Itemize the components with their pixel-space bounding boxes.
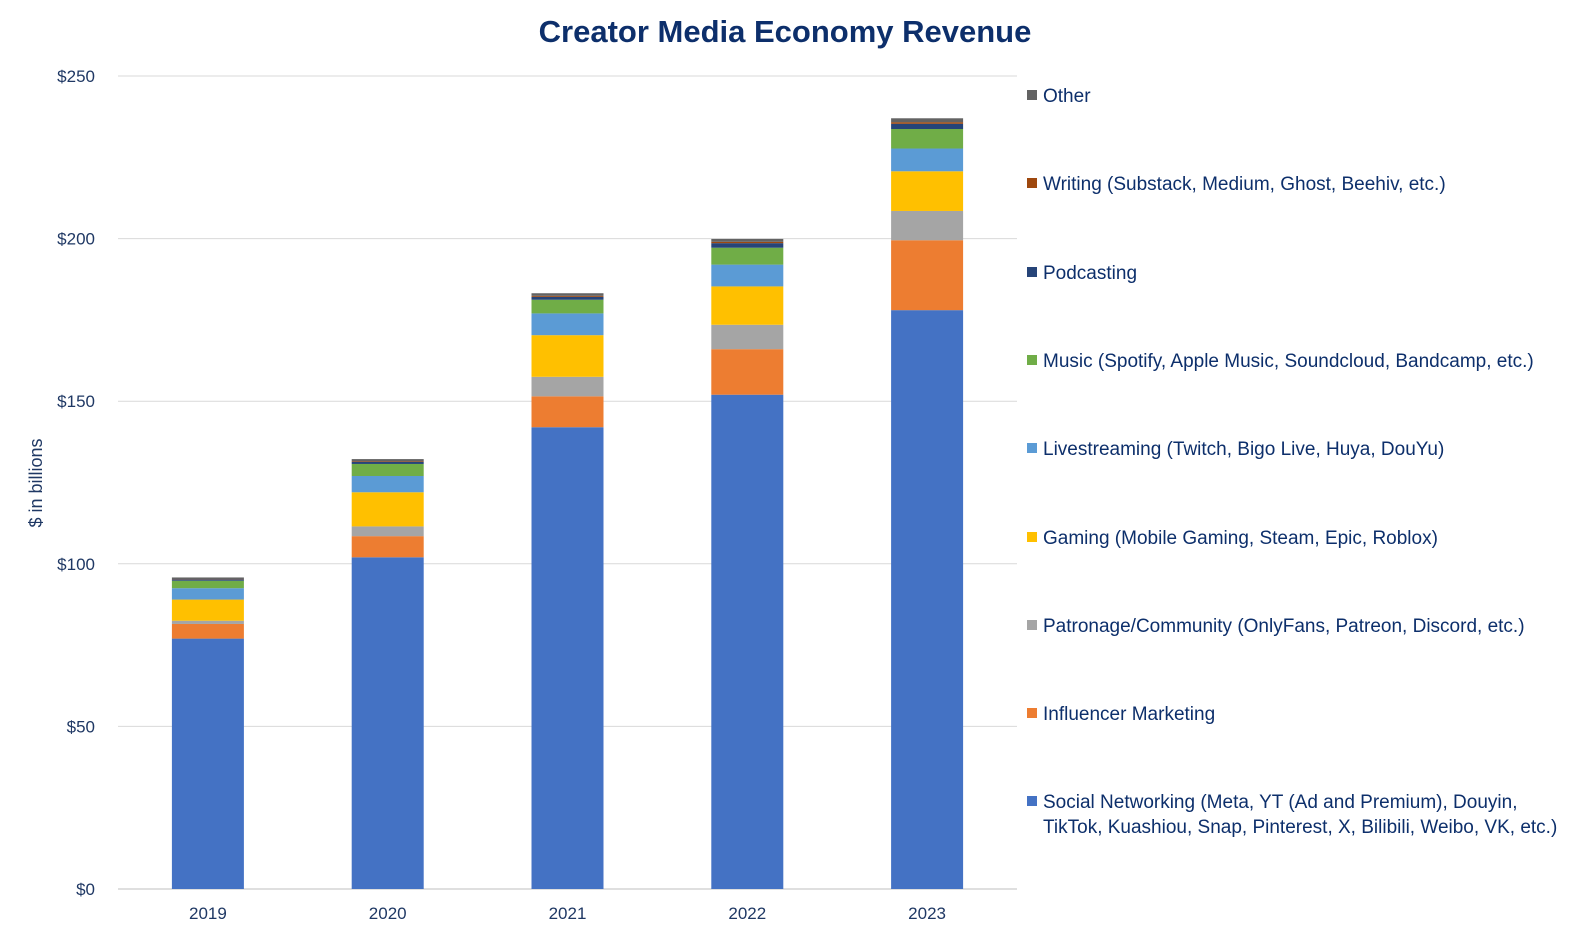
bar-segment <box>531 376 604 397</box>
legend-item: Social Networking (Meta, YT (Ad and Prem… <box>1027 790 1567 840</box>
bar-segment <box>711 394 784 889</box>
bar-segment <box>891 123 964 130</box>
y-tick-label: $200 <box>57 230 95 249</box>
legend-swatch <box>1027 266 1037 277</box>
bar-segment <box>531 396 604 428</box>
bar-segment <box>351 461 424 464</box>
legend-swatch <box>1027 90 1037 100</box>
bar-segment <box>171 638 244 889</box>
bar-segment <box>891 210 964 241</box>
bar-segment <box>531 313 604 336</box>
legend-label: Music (Spotify, Apple Music, Soundcloud,… <box>1043 350 1534 372</box>
legend-item: Gaming (Mobile Gaming, Steam, Epic, Robl… <box>1027 526 1567 551</box>
bar-segment <box>891 118 964 123</box>
bar-segment <box>531 299 604 314</box>
bar-segment <box>891 171 964 211</box>
y-axis-ticks: $0 $50 $100 $150 $200 $250 <box>57 67 95 899</box>
bar-segment <box>891 310 964 889</box>
legend-swatch <box>1027 531 1037 542</box>
bar-segment <box>171 579 244 581</box>
bar-segment <box>891 122 964 124</box>
chart-title: Creator Media Economy Revenue <box>539 14 1032 49</box>
bar-segment <box>711 286 784 325</box>
bar-segment <box>351 461 424 462</box>
legend-label: Patronage/Community (OnlyFans, Patreon, … <box>1043 615 1525 637</box>
bar-segment <box>531 296 604 300</box>
bar-segment <box>351 463 424 476</box>
bar-segment <box>531 293 604 296</box>
bar-segment <box>711 349 784 395</box>
legend-item: Other <box>1027 84 1567 109</box>
bar-segment <box>711 247 784 265</box>
bar-segment <box>171 580 244 589</box>
legend-swatch <box>1027 619 1037 630</box>
legend-swatch <box>1027 354 1037 365</box>
legend-label: Social Networking (Meta, YT (Ad and Prem… <box>1043 792 1558 839</box>
bar-segment <box>351 475 424 493</box>
x-tick-label: 2023 <box>908 904 946 923</box>
x-tick-label: 2019 <box>189 904 227 923</box>
y-tick-label: $50 <box>67 717 95 736</box>
bar-segment <box>351 557 424 889</box>
y-tick-label: $150 <box>57 392 95 411</box>
y-tick-label: $250 <box>57 67 95 86</box>
legend-item: Livestreaming (Twitch, Bigo Live, Huya, … <box>1027 437 1567 462</box>
bar-segment <box>711 241 784 244</box>
bar-segment <box>531 295 604 297</box>
bar-segment <box>711 243 784 248</box>
bar-segment <box>891 129 964 149</box>
bars <box>171 118 964 889</box>
legend-swatch <box>1027 708 1037 719</box>
y-axis-label: $ in billions <box>26 438 46 527</box>
legend-label: Writing (Substack, Medium, Ghost, Beehiv… <box>1043 174 1446 196</box>
x-axis-ticks: 2019 2020 2021 2022 2023 <box>189 904 946 923</box>
x-tick-label: 2020 <box>369 904 407 923</box>
legend-item: Podcasting <box>1027 261 1567 286</box>
legend-swatch <box>1027 443 1037 454</box>
bar-segment <box>531 427 604 889</box>
bar-segment <box>171 599 244 621</box>
bar-segment <box>351 536 424 558</box>
bar-segment <box>711 324 784 350</box>
bar-segment <box>171 623 244 639</box>
bar-segment <box>171 588 244 600</box>
bar-segment <box>351 459 424 462</box>
bar-segment <box>891 240 964 311</box>
legend-label: Other <box>1043 86 1091 107</box>
legend-item: Influencer Marketing <box>1027 702 1567 727</box>
legend-label: Influencer Marketing <box>1043 704 1216 726</box>
bar-segment <box>351 492 424 527</box>
legend-swatch <box>1027 796 1037 807</box>
legend-item: Patronage/Community (OnlyFans, Patreon, … <box>1027 614 1567 639</box>
y-tick-label: $0 <box>76 880 95 899</box>
y-tick-label: $100 <box>57 555 95 574</box>
x-tick-label: 2021 <box>549 904 587 923</box>
bar-segment <box>891 148 964 172</box>
bar-segment <box>711 264 784 287</box>
legend-swatch <box>1027 178 1037 189</box>
legend-item: Writing (Substack, Medium, Ghost, Beehiv… <box>1027 172 1567 197</box>
legend-label: Gaming (Mobile Gaming, Steam, Epic, Robl… <box>1043 527 1438 549</box>
bar-segment <box>531 335 604 377</box>
x-tick-label: 2022 <box>728 904 766 923</box>
legend-label: Livestreaming (Twitch, Bigo Live, Huya, … <box>1043 439 1445 461</box>
legend-label: Podcasting <box>1043 262 1138 284</box>
bar-segment <box>171 577 244 580</box>
legend-item: Music (Spotify, Apple Music, Soundcloud,… <box>1027 349 1567 374</box>
bar-segment <box>711 238 784 242</box>
bar-segment <box>351 526 424 537</box>
bar-segment <box>171 620 244 624</box>
